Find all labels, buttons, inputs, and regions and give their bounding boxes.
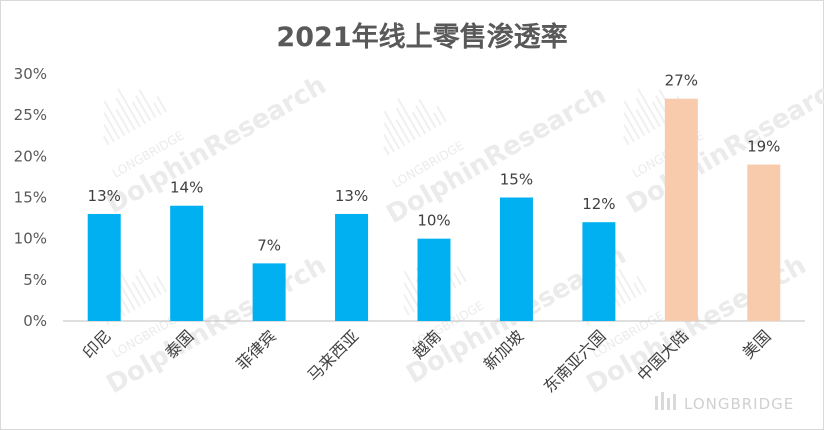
bar [252,263,286,321]
watermark-bar [623,124,635,143]
watermark-large-text: DolphinResearch [102,70,332,220]
watermark-bar [131,281,147,305]
watermark-bar [411,111,427,135]
logo-bars-icon [655,392,676,410]
longbridge-logo: LONGBRIDGE [655,392,794,413]
watermark-bar [395,107,416,141]
data-label: 13% [88,187,121,205]
y-axis: 0% 5% 10% 15% 20% 25% 30% [14,65,47,330]
watermark-bar [611,281,627,305]
watermark-bar [115,97,136,131]
watermark-bar [138,268,157,299]
watermark-bar [397,98,421,138]
watermark-bar [117,268,141,308]
logo-text: LONGBRIDGE [684,395,794,413]
watermark-bar [156,275,167,293]
watermark-bar [156,95,167,113]
category-label: 印尼 [79,326,115,362]
watermark-bar [635,108,651,134]
watermark-bar [131,101,147,125]
watermark-bar [103,112,121,140]
data-labels: 13% 14% 7% 13% 10% 15% 12% 27% 19% [88,72,781,255]
watermark-bar [618,268,637,299]
data-label: 12% [582,195,615,213]
y-tick-label: 30% [14,65,47,83]
data-label: 14% [170,179,203,197]
data-label: 13% [335,187,368,205]
watermark-bar [453,272,462,286]
watermark-bar [103,135,110,146]
watermark-bar [383,134,395,153]
watermark-bar [403,305,410,316]
data-label: 27% [665,72,698,90]
watermark-bar [383,110,406,147]
y-tick-label: 20% [14,147,47,165]
watermark-bar [623,100,646,137]
bar [417,238,451,321]
data-label: 15% [500,171,533,189]
y-tick-label: 5% [23,271,47,289]
watermark-bar [135,275,152,302]
watermark-bar [103,124,115,143]
watermark-bar [433,112,442,126]
data-label: 19% [747,138,780,156]
watermark-bar [403,282,421,310]
category-label: 菲律宾 [233,326,280,373]
chart-title: 2021年线上零售渗透率 [276,21,567,53]
bar [747,164,781,321]
watermark-bar [383,122,401,150]
bar [335,213,369,321]
y-tick-label: 10% [14,230,47,248]
category-label: 美国 [739,326,775,362]
bar [499,197,533,321]
watermark-large-text: DolphinResearch [382,80,612,230]
watermark-bar [456,265,467,283]
watermark-bar [103,100,126,137]
bar-series [87,98,781,321]
watermark-bar [636,275,647,293]
watermark-large-text: DolphinResearch [622,70,824,220]
y-tick-label: 15% [14,189,47,207]
watermark-bar [615,275,632,302]
data-label: 10% [417,212,450,230]
watermark-bar [651,101,667,125]
watermark-bar [415,105,432,132]
watermark-bar [117,88,141,128]
bar [87,213,121,321]
bar [170,205,204,321]
watermark-bar [153,102,162,116]
watermark-bar [633,282,642,296]
watermark-bar [623,112,641,140]
bar [582,222,616,321]
category-label: 马来西亚 [304,326,363,385]
y-tick-label: 0% [23,312,47,330]
watermark-bar [436,105,447,123]
bar [664,98,698,321]
watermark-bar [153,282,162,296]
watermark-bar [637,88,661,128]
watermark-bar [138,88,157,119]
watermark-bar [135,95,152,122]
watermark-bar [403,294,415,313]
watermark-bar [623,135,630,146]
y-tick-label: 25% [14,106,47,124]
watermark-bar [115,108,131,134]
watermark-bar [383,145,390,156]
watermark-bar [635,97,656,131]
watermark-large-text: DolphinResearch [102,250,332,400]
watermark-bar [395,118,411,144]
data-label: 7% [257,236,281,254]
watermark-bar [418,98,437,129]
